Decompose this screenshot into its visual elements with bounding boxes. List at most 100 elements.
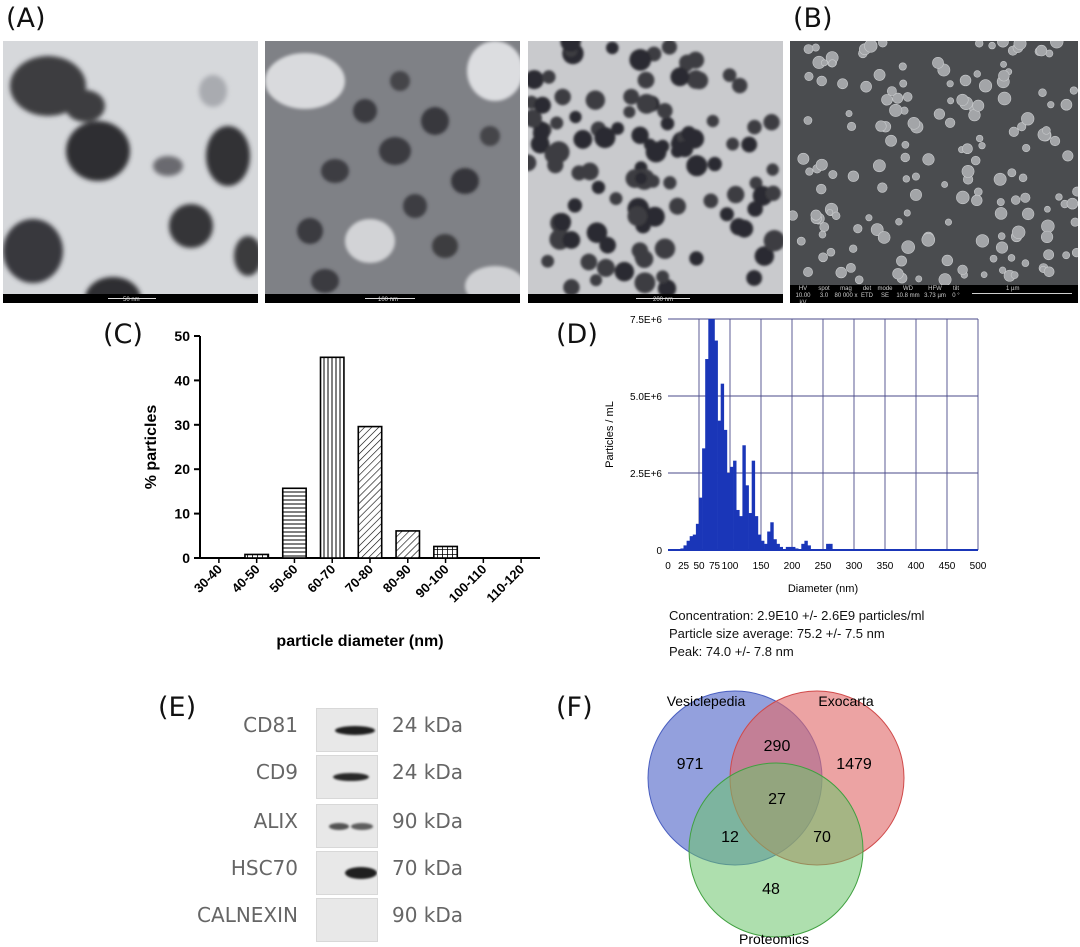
c-y-tick-label: 40	[174, 372, 190, 388]
d-bar	[764, 543, 768, 550]
d-x-tick-label: 0	[665, 561, 671, 572]
d-bar	[807, 545, 811, 550]
venn-count-proteomics-only: 48	[762, 881, 780, 898]
d-bar	[779, 546, 783, 550]
sem-info-cell: det ETD	[859, 286, 875, 300]
d-bar	[829, 543, 833, 550]
d-x-tick-label: 450	[939, 561, 956, 572]
venn-label-vesiclepedia: Vesiclepedia	[667, 693, 746, 709]
venn-count-vesiclepedia-exocarta: 290	[764, 738, 791, 755]
venn-label-exocarta: Exocarta	[818, 693, 873, 709]
d-bar	[792, 546, 796, 550]
wb-kda-label: 70 kDa	[392, 856, 464, 880]
c-bar	[244, 553, 270, 559]
sem-info-value: 80 000 x	[834, 293, 858, 299]
panel-b-letter: (B)	[793, 3, 833, 34]
d-bar	[723, 429, 728, 550]
c-y-tick-label: 20	[174, 461, 190, 477]
d-bar	[733, 460, 737, 550]
c-x-tick-label: 30-40	[191, 562, 225, 596]
c-x-tick-label: 60-70	[304, 562, 338, 596]
venn-count-exocarta-proteomics: 70	[813, 829, 831, 846]
venn-count-vesiclepedia-proteomics: 12	[721, 829, 739, 846]
d-bar	[773, 539, 777, 550]
d-bar	[689, 536, 694, 550]
wb-protein-label: CALNEXIN	[197, 903, 298, 927]
d-bar	[683, 545, 687, 550]
wb-kda-label: 90 kDa	[392, 903, 464, 927]
d-x-tick-label: 200	[784, 561, 801, 572]
d-bar	[739, 516, 743, 550]
d-bar	[776, 543, 780, 550]
d-bar	[751, 460, 756, 550]
peak-text: Peak: 74.0 +/- 7.8 nm	[669, 644, 794, 659]
sem-info-value: 3.0	[819, 293, 829, 299]
d-bar	[692, 534, 697, 550]
d-bar	[767, 531, 771, 550]
c-y-tick-label: 30	[174, 417, 190, 433]
wb-protein-label: CD9	[255, 760, 298, 784]
sem-info-bar: HV 10.00 kV spot 3.0 mag 80 000 x det ETD mode SE…	[790, 285, 1078, 303]
tem-image-2: 100 nm	[265, 41, 520, 303]
d-bar	[742, 445, 746, 550]
c-bar	[433, 545, 459, 559]
d-bar	[686, 540, 690, 550]
d-x-tick-label: 100	[722, 561, 739, 572]
panel-e-letter: (E)	[158, 692, 197, 723]
concentration-text: Concentration: 2.9E10 +/- 2.6E9 particle…	[669, 608, 925, 623]
sem-info-cell: WD 10.8 mm	[895, 286, 921, 300]
d-bar	[699, 497, 703, 550]
c-y-tick-label: 0	[182, 550, 190, 566]
wb-protein-label: CD81	[243, 713, 298, 737]
sem-info-header: tilt	[953, 286, 959, 292]
d-bar	[705, 359, 709, 550]
sem-info-value: 3.73 µm	[924, 293, 946, 299]
c-y-tick-label: 50	[174, 328, 190, 344]
wb-strip	[316, 851, 378, 895]
wb-kda-label: 90 kDa	[392, 809, 464, 833]
sem-image: HV 10.00 kV spot 3.0 mag 80 000 x det ETD mode SE…	[790, 41, 1078, 303]
wb-band	[335, 725, 375, 735]
sem-info-value: ETD	[861, 293, 873, 299]
d-bar	[788, 546, 793, 550]
c-y-tick-label: 10	[174, 506, 190, 522]
venn-diagram: Vesiclepedia Exocarta Proteomics 971 290…	[647, 690, 905, 947]
d-y-tick-label: 5.0E+6	[630, 392, 662, 403]
c-bar	[281, 487, 307, 559]
d-bar	[748, 513, 752, 550]
d-y-axis-label: Particles / mL	[604, 401, 616, 468]
c-x-tick-label: 80-90	[380, 562, 414, 596]
sem-info-value: 0 °	[952, 293, 960, 299]
sem-info-header: HFW	[928, 286, 942, 292]
sem-info-header: WD	[903, 286, 913, 292]
d-x-tick-label: 25	[678, 561, 690, 572]
d-bar	[726, 473, 731, 550]
sem-info-header: HV	[798, 286, 808, 292]
d-x-tick-label: 400	[908, 561, 925, 572]
d-bar	[757, 534, 762, 550]
panel-a-letter: (A)	[6, 3, 46, 34]
wb-band	[333, 773, 369, 781]
d-bar	[702, 448, 706, 550]
size-average-text: Particle size average: 75.2 +/- 7.5 nm	[669, 626, 885, 641]
venn-circle-proteomics	[688, 762, 864, 938]
d-bar	[714, 340, 718, 550]
d-bar	[761, 540, 765, 550]
c-x-tick-label: 70-80	[342, 562, 376, 596]
d-x-tick-label: 150	[753, 561, 770, 572]
tem-scalebar: 50 nm	[3, 294, 258, 303]
venn-label-proteomics: Proteomics	[739, 931, 809, 947]
venn-count-exocarta-only: 1479	[836, 756, 872, 773]
c-y-axis-label: % particles	[143, 405, 160, 490]
c-bar	[357, 425, 383, 559]
wb-band	[351, 822, 373, 830]
d-bar	[804, 540, 808, 550]
d-x-tick-label: 50	[693, 561, 705, 572]
wb-protein-label: HSC70	[230, 856, 298, 880]
d-bar	[708, 319, 712, 550]
wb-kda-label: 24 kDa	[392, 760, 464, 784]
tem-scalebar: 100 nm	[265, 294, 520, 303]
wb-strip	[316, 898, 378, 942]
tem-scale-label-2: 100 nm	[378, 297, 399, 303]
wb-band	[345, 867, 377, 879]
